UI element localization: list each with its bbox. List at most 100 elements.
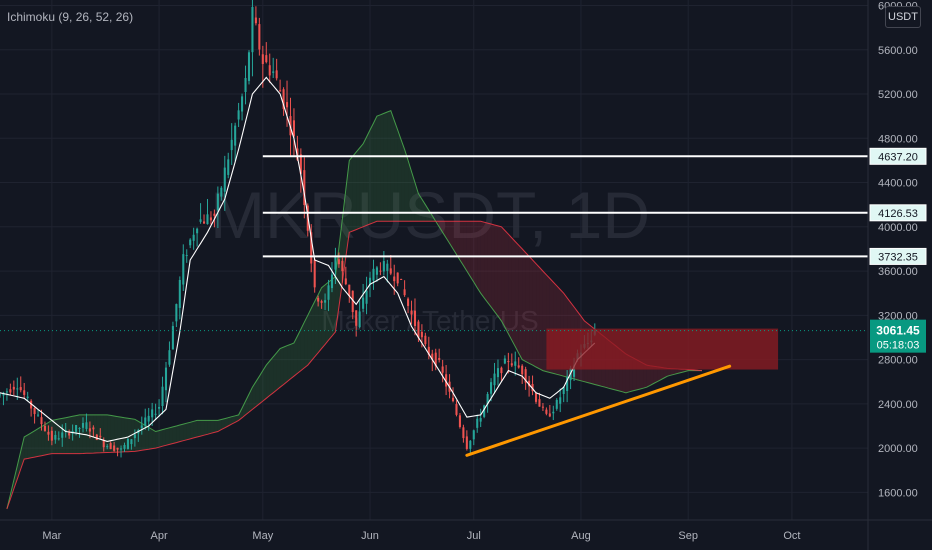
candle-body <box>26 396 29 399</box>
supply-zone-rect <box>546 328 779 370</box>
time-tick-label: Mar <box>42 530 61 542</box>
candle-body <box>116 447 119 450</box>
candle-body <box>237 110 240 120</box>
candle-body <box>275 70 278 79</box>
resistance-zone[interactable] <box>546 328 779 370</box>
candle-body <box>410 310 413 315</box>
candle-body <box>330 274 334 289</box>
price-tick-label: 5200.00 <box>878 89 918 101</box>
candle-body <box>365 290 368 304</box>
cloud-segment <box>297 329 301 374</box>
watermark-name: Maker / TetherUS <box>321 305 538 336</box>
level-price-label-bg <box>869 204 927 222</box>
time-tick-label: Aug <box>571 530 591 542</box>
candle-body <box>175 304 178 322</box>
cloud-segment <box>86 414 90 454</box>
cloud-segment <box>190 421 194 439</box>
candle-body <box>209 217 212 221</box>
cloud-segment <box>480 221 485 298</box>
cloud-segment <box>121 417 125 452</box>
candle-body <box>451 397 455 402</box>
cloud-segment <box>331 276 336 337</box>
candle-body <box>386 263 389 271</box>
candle-body <box>510 363 513 366</box>
candle-body <box>126 438 129 449</box>
cloud-segment <box>262 365 267 402</box>
candle-body <box>292 120 295 137</box>
candle-body <box>351 290 354 313</box>
candle-body <box>16 388 19 390</box>
cloud-segment <box>321 284 326 349</box>
cloud-segment <box>72 415 77 454</box>
time-tick-label: May <box>252 530 273 542</box>
cloud-segment <box>394 120 398 222</box>
candle-body <box>189 239 192 246</box>
cloud-segment <box>508 234 512 341</box>
candle-body <box>9 389 12 393</box>
cloud-segment <box>466 221 471 277</box>
candle-body <box>427 346 430 355</box>
candle-body <box>54 434 57 440</box>
last-price-value: 3061.45 <box>876 324 920 338</box>
cloud-segment <box>307 308 312 366</box>
candle-body <box>254 17 257 24</box>
candle-body <box>57 438 60 440</box>
candle-body <box>531 384 534 392</box>
candle-body <box>0 394 2 396</box>
indicator-legend[interactable]: Ichimoku (9, 26, 52, 26) <box>7 10 134 24</box>
cloud-segment <box>522 248 526 362</box>
candle-body <box>182 254 185 285</box>
candle-body <box>75 424 78 432</box>
candle-body <box>313 259 316 288</box>
price-tick-label: 5600.00 <box>878 45 918 57</box>
cloud-segment <box>667 368 671 377</box>
candle-body <box>320 301 323 303</box>
candle-body <box>78 428 81 430</box>
grid <box>0 0 868 520</box>
cloud-segment <box>446 221 450 244</box>
candle-body <box>178 279 181 308</box>
cloud-segment <box>532 260 537 367</box>
candle-body <box>479 418 482 422</box>
price-tick-label: 2800.00 <box>878 355 918 367</box>
level-price-label-bg <box>869 247 927 265</box>
cloud-segment <box>411 171 415 222</box>
price-tick-label: 4400.00 <box>878 178 918 190</box>
candle-body <box>341 260 344 272</box>
cloud-segment <box>370 123 374 225</box>
candle-body <box>244 77 247 92</box>
cloud-segment <box>242 401 246 418</box>
candle-body <box>476 418 479 428</box>
cloud-segment <box>373 116 377 223</box>
currency-badge[interactable]: USDT <box>885 6 921 28</box>
cloud-segment <box>186 422 191 440</box>
cloud-segment <box>155 430 160 449</box>
candle-body <box>199 219 202 222</box>
time-tick-label: Sep <box>678 530 698 542</box>
candle-body <box>438 357 441 360</box>
cloud-segment <box>404 149 409 222</box>
candle-body <box>47 431 50 435</box>
horizontal-levels[interactable] <box>262 155 868 258</box>
cloud-segment <box>497 225 502 321</box>
candle-body <box>164 367 168 391</box>
cloud-segment <box>169 426 173 445</box>
trendline[interactable] <box>465 364 732 457</box>
cloud-segment <box>646 365 651 388</box>
candle-body <box>362 297 365 309</box>
cloud-segment <box>252 381 256 410</box>
candle-body <box>389 268 392 274</box>
cloud-segment <box>76 414 80 454</box>
level-price-label: 3732.35 <box>878 251 918 263</box>
cloud-segment <box>401 139 405 222</box>
candle-body <box>334 255 337 270</box>
cloud-segment <box>114 416 118 453</box>
cloud-segment <box>280 347 284 388</box>
candle-body <box>227 159 230 175</box>
candle-body <box>403 289 406 296</box>
candle-body <box>337 259 340 265</box>
last-price-label-bg <box>870 319 926 353</box>
cloud-segment <box>487 223 492 308</box>
candle-body <box>95 434 98 440</box>
